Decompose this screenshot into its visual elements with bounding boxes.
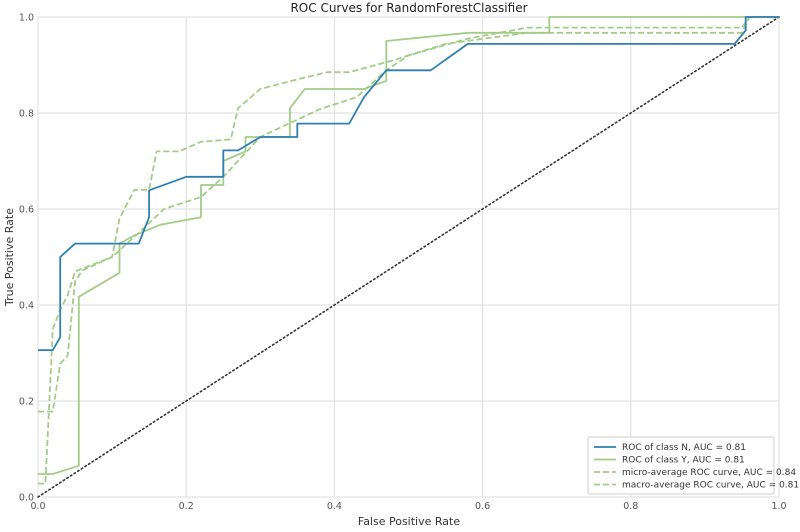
x-tick-label: 0.6 bbox=[475, 501, 490, 512]
x-tick-label: 0.2 bbox=[179, 501, 194, 512]
chart-title: ROC Curves for RandomForestClassifier bbox=[290, 1, 527, 15]
legend-entry-3: micro-average ROC curve, AUC = 0.84 bbox=[622, 468, 796, 478]
tick-labels: 0.0 0.2 0.4 0.6 0.8 1.0 0.0 0.2 0.4 0.6 0.8 1.0 bbox=[19, 13, 787, 513]
y-tick-label: 0.6 bbox=[19, 205, 34, 216]
x-axis-label: False Positive Rate bbox=[358, 515, 460, 528]
y-tick-label: 0.2 bbox=[19, 397, 34, 408]
y-tick-label: 0.4 bbox=[19, 301, 34, 312]
chance-diagonal-layer bbox=[37, 16, 780, 498]
x-tick-label: 0.8 bbox=[623, 501, 638, 512]
legend-entry-4: macro-average ROC curve, AUC = 0.81 bbox=[622, 481, 799, 491]
legend-entry-1: ROC of class N, AUC = 0.81 bbox=[622, 443, 746, 453]
y-tick-label: 1.0 bbox=[19, 13, 34, 24]
x-tick-label: 0.0 bbox=[30, 501, 45, 512]
y-axis-label: True Positive Rate bbox=[3, 208, 16, 307]
y-tick-label: 0.8 bbox=[19, 109, 34, 120]
chance-diagonal-line bbox=[37, 16, 780, 498]
series-layer bbox=[38, 16, 779, 485]
x-tick-label: 1.0 bbox=[771, 501, 786, 512]
legend-entry-2: ROC of class Y, AUC = 0.81 bbox=[622, 456, 745, 466]
y-tick-label: 0.0 bbox=[19, 493, 34, 504]
grid-lines bbox=[37, 16, 780, 498]
series-line-1 bbox=[38, 16, 779, 352]
legend-box bbox=[587, 436, 775, 495]
legend: ROC of class N, AUC = 0.81 ROC of class Y… bbox=[587, 436, 799, 495]
x-tick-label: 0.4 bbox=[327, 501, 342, 512]
series-line-4 bbox=[38, 16, 779, 485]
series-line-2 bbox=[38, 16, 779, 475]
